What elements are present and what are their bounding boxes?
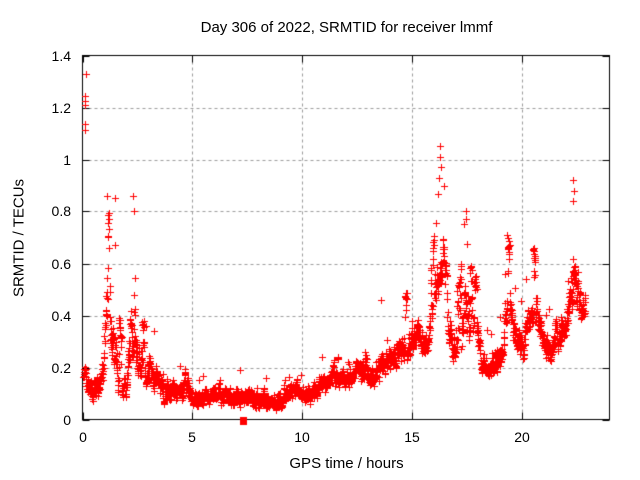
x-axis-label: GPS time / hours — [289, 455, 404, 472]
x-tick-label: 5 — [188, 429, 196, 445]
chart-title: Day 306 of 2022, SRMTID for receiver lmm… — [200, 19, 493, 36]
x-tick-label: 10 — [294, 429, 310, 445]
y-tick-label: 0 — [63, 412, 71, 428]
y-tick-label: 1.2 — [51, 100, 71, 116]
y-axis-label: SRMTID / TECUs — [10, 178, 28, 298]
y-tick-label: 0.8 — [51, 203, 71, 219]
y-tick-label: 0.6 — [51, 256, 71, 272]
y-tick-label: 0.2 — [51, 360, 71, 376]
y-tick-label: 1.4 — [51, 48, 71, 64]
x-tick-label: 0 — [79, 429, 87, 445]
y-tick-label: 0.4 — [51, 308, 71, 324]
y-tick-label: 1 — [63, 152, 71, 168]
x-tick-label: 15 — [404, 429, 420, 445]
x-tick-label: 20 — [514, 429, 530, 445]
